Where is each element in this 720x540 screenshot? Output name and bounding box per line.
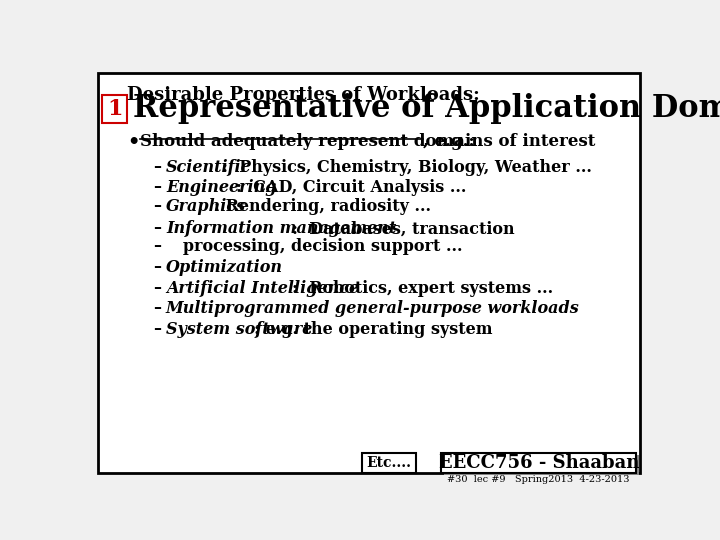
Text: –: – [153, 179, 167, 196]
Text: –: – [153, 259, 167, 276]
Text: : e.g. the operating system: : e.g. the operating system [254, 321, 492, 338]
Text: :  Databases, transaction: : Databases, transaction [292, 220, 514, 238]
Text: #30  lec #9   Spring2013  4-23-2013: #30 lec #9 Spring2013 4-23-2013 [447, 475, 630, 484]
Text: 1: 1 [107, 98, 122, 120]
Text: :  Robotics, expert systems ...: : Robotics, expert systems ... [292, 280, 553, 296]
Text: :  Physics, Chemistry, Biology, Weather ...: : Physics, Chemistry, Biology, Weather .… [222, 159, 592, 176]
Text: –: – [153, 220, 167, 238]
FancyBboxPatch shape [98, 72, 640, 473]
Text: Representative of Application Domains: Representative of Application Domains [133, 93, 720, 124]
Text: , e.g.:: , e.g.: [423, 132, 475, 150]
Text: –: – [153, 159, 167, 176]
Text: Artificial Intelligence: Artificial Intelligence [166, 280, 359, 296]
Text: –: – [153, 238, 167, 255]
Text: –: – [153, 280, 167, 296]
Text: Scientific: Scientific [166, 159, 251, 176]
Text: –: – [153, 198, 167, 215]
Text: System software: System software [166, 321, 312, 338]
Text: Desirable Properties of Workloads:: Desirable Properties of Workloads: [127, 86, 480, 104]
Text: Etc....: Etc.... [366, 456, 412, 470]
FancyBboxPatch shape [441, 453, 636, 473]
Text: Optimization: Optimization [166, 259, 283, 276]
Text: –: – [153, 300, 167, 318]
Text: –: – [153, 321, 167, 338]
Text: •: • [127, 132, 140, 151]
FancyBboxPatch shape [444, 455, 639, 475]
Text: EECC756 - Shaaban: EECC756 - Shaaban [438, 454, 639, 472]
Text: Information management: Information management [166, 220, 396, 238]
FancyBboxPatch shape [102, 95, 127, 123]
FancyBboxPatch shape [362, 453, 416, 473]
Text: :  CAD, Circuit Analysis ...: : CAD, Circuit Analysis ... [235, 179, 466, 196]
Text: Graphics: Graphics [166, 198, 246, 215]
Text: Engineering: Engineering [166, 179, 276, 196]
Text: processing, decision support ...: processing, decision support ... [166, 238, 462, 255]
Text: Should adequately represent domains of interest: Should adequately represent domains of i… [140, 132, 595, 150]
Text: Multiprogrammed general-purpose workloads: Multiprogrammed general-purpose workload… [166, 300, 580, 318]
Text: : Rendering, radiosity ...: : Rendering, radiosity ... [214, 198, 431, 215]
